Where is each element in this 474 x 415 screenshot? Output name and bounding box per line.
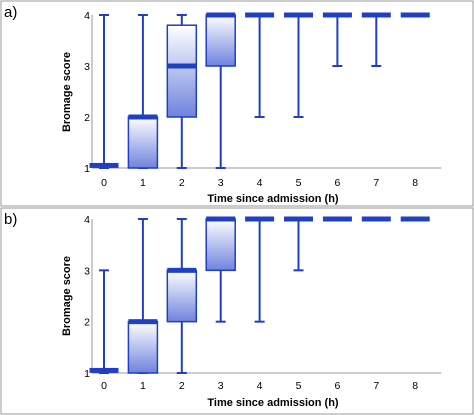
panel-b-box-1 [127,218,159,374]
panel-b-label: b) [4,211,17,228]
panel-a-box-4 [245,12,275,118]
panel-b-x-axis-title: Time since admission (h) [207,397,339,409]
median-bar [89,162,119,168]
panel-b-x-tick-label: 0 [101,380,107,392]
box-body [166,24,198,118]
box-body [166,269,198,323]
panel-b-y-tick-label: 2 [84,317,90,329]
panel-a-box-7 [361,12,391,67]
panel-b-x-tick-label: 3 [218,380,224,392]
panel-a-y-tick-label: 1 [84,163,90,175]
panel-a-y-tick-label: 2 [84,112,90,124]
panel-a-x-tick-label: 6 [334,177,340,189]
median-bar [245,216,275,222]
median-bar [284,12,313,18]
panel-b-y-tick-label: 3 [84,265,90,277]
median-bar [400,12,430,18]
box-body [127,320,159,374]
panel-a-x-tick-label: 5 [296,177,302,189]
panel-b-x-tick-label: 4 [257,380,263,392]
panel-a-box-3 [205,12,236,169]
panel-b-y-tick-label: 4 [84,214,90,226]
panel-a-x-tick-label: 1 [140,177,146,189]
panel-a-box-6 [322,12,352,67]
median-bar [206,216,236,222]
box-body [205,14,236,67]
panel-b-box-6 [322,216,352,222]
panel-b-y-axis-title: Bromage score [61,256,73,336]
panel-a-y-axis-title: Bromage score [61,52,73,132]
median-bar [322,216,352,222]
median-bar [361,12,391,18]
panel-a-y-tick-label: 4 [84,10,90,22]
panel-b-x-tick-label: 7 [373,380,379,392]
panel-a-x-tick-label: 4 [257,177,263,189]
box-body [205,218,236,272]
panel-b-y-tick-label: 1 [84,368,90,380]
median-bar [167,267,197,273]
median-bar [322,12,352,18]
panel-a-frame [0,0,474,207]
panel-a-box-1 [127,14,159,169]
panel-a-x-tick-label: 8 [412,177,418,189]
median-bar [400,216,430,222]
panel-a-box-5 [284,12,313,118]
panel-b-x-tick-label: 6 [334,380,340,392]
panel-b-box-0 [89,269,119,374]
box-body [127,116,159,169]
panel-b-box-5 [284,216,313,272]
panel-a-box-8 [400,12,430,18]
median-bar [167,63,197,69]
panel-b-box-4 [245,216,275,323]
panel-a-x-tick-label: 2 [179,177,185,189]
panel-b-box-3 [205,216,236,323]
panel-b-box-8 [400,216,430,222]
panel-b-box-2 [166,218,198,374]
panel-b-x-tick-label: 8 [412,380,418,392]
panel-b-box-7 [361,216,391,222]
panel-a-x-tick-label: 7 [373,177,379,189]
median-bar [245,12,275,18]
panel-a-x-tick-label: 0 [101,177,107,189]
median-bar [206,12,236,18]
panel-b-x-tick-label: 5 [296,380,302,392]
median-bar [89,367,119,373]
median-bar [128,319,158,325]
panel-a-box-0 [89,14,119,169]
panel-a-label: a) [4,4,17,21]
panel-a-x-tick-label: 3 [218,177,224,189]
panel-a-box-2 [166,14,198,169]
panel-a-x-axis-title: Time since admission (h) [207,193,339,205]
median-bar [284,216,313,222]
median-bar [128,114,158,120]
panel-b-frame [0,207,474,415]
median-bar [361,216,391,222]
panel-b-x-tick-label: 1 [140,380,146,392]
panel-a-y-tick-label: 3 [84,61,90,73]
panel-b-x-tick-label: 2 [179,380,185,392]
